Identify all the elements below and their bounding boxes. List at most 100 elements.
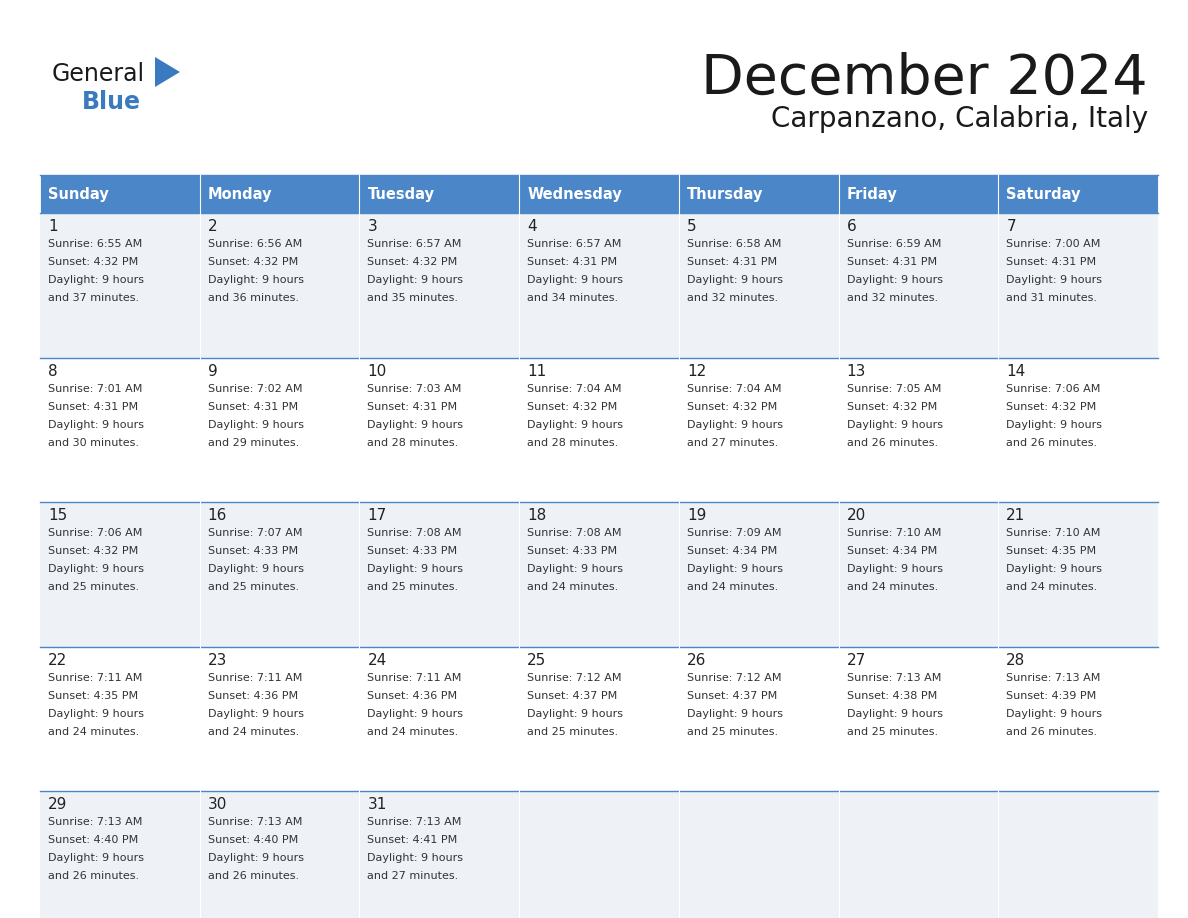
- Text: and 35 minutes.: and 35 minutes.: [367, 293, 459, 303]
- Text: 22: 22: [48, 653, 68, 667]
- Text: 28: 28: [1006, 653, 1025, 667]
- Text: Daylight: 9 hours: Daylight: 9 hours: [48, 565, 144, 574]
- Text: Sunrise: 7:06 AM: Sunrise: 7:06 AM: [48, 528, 143, 538]
- Text: Daylight: 9 hours: Daylight: 9 hours: [687, 565, 783, 574]
- Text: 29: 29: [48, 798, 68, 812]
- Text: Sunset: 4:41 PM: Sunset: 4:41 PM: [367, 835, 457, 845]
- Text: and 25 minutes.: and 25 minutes.: [367, 582, 459, 592]
- Text: Sunrise: 6:56 AM: Sunrise: 6:56 AM: [208, 239, 302, 249]
- Text: Sunset: 4:31 PM: Sunset: 4:31 PM: [367, 401, 457, 411]
- Text: Sunset: 4:31 PM: Sunset: 4:31 PM: [208, 401, 298, 411]
- Text: Daylight: 9 hours: Daylight: 9 hours: [527, 275, 624, 285]
- Text: and 24 minutes.: and 24 minutes.: [847, 582, 937, 592]
- Text: and 24 minutes.: and 24 minutes.: [687, 582, 778, 592]
- Text: 1: 1: [48, 219, 58, 234]
- Text: Sunrise: 7:04 AM: Sunrise: 7:04 AM: [687, 384, 782, 394]
- Text: Sunrise: 7:02 AM: Sunrise: 7:02 AM: [208, 384, 302, 394]
- Text: Daylight: 9 hours: Daylight: 9 hours: [687, 420, 783, 430]
- Text: and 24 minutes.: and 24 minutes.: [208, 727, 299, 737]
- Text: Sunrise: 7:11 AM: Sunrise: 7:11 AM: [48, 673, 143, 683]
- Text: 17: 17: [367, 509, 386, 523]
- Text: Carpanzano, Calabria, Italy: Carpanzano, Calabria, Italy: [771, 105, 1148, 133]
- Text: Daylight: 9 hours: Daylight: 9 hours: [687, 275, 783, 285]
- Text: Sunrise: 7:05 AM: Sunrise: 7:05 AM: [847, 384, 941, 394]
- Text: Sunrise: 7:09 AM: Sunrise: 7:09 AM: [687, 528, 782, 538]
- Text: Saturday: Saturday: [1006, 186, 1081, 201]
- Text: Daylight: 9 hours: Daylight: 9 hours: [527, 709, 624, 719]
- Text: Daylight: 9 hours: Daylight: 9 hours: [367, 709, 463, 719]
- Text: 13: 13: [847, 364, 866, 378]
- Text: Daylight: 9 hours: Daylight: 9 hours: [208, 565, 304, 574]
- Text: 31: 31: [367, 798, 387, 812]
- Text: Sunrise: 7:13 AM: Sunrise: 7:13 AM: [847, 673, 941, 683]
- Text: Sunset: 4:32 PM: Sunset: 4:32 PM: [367, 257, 457, 267]
- Text: and 30 minutes.: and 30 minutes.: [48, 438, 139, 448]
- Text: Daylight: 9 hours: Daylight: 9 hours: [847, 420, 942, 430]
- Bar: [678, 175, 839, 213]
- Text: Sunrise: 6:55 AM: Sunrise: 6:55 AM: [48, 239, 143, 249]
- Text: Daylight: 9 hours: Daylight: 9 hours: [367, 420, 463, 430]
- Text: Sunrise: 7:10 AM: Sunrise: 7:10 AM: [1006, 528, 1100, 538]
- Text: 26: 26: [687, 653, 706, 667]
- Bar: [200, 175, 360, 213]
- Text: Daylight: 9 hours: Daylight: 9 hours: [1006, 565, 1102, 574]
- Text: Sunrise: 6:59 AM: Sunrise: 6:59 AM: [847, 239, 941, 249]
- Bar: [40, 502, 1158, 647]
- Text: and 32 minutes.: and 32 minutes.: [687, 293, 778, 303]
- Text: Sunrise: 7:03 AM: Sunrise: 7:03 AM: [367, 384, 462, 394]
- Text: Sunset: 4:32 PM: Sunset: 4:32 PM: [208, 257, 298, 267]
- Text: 2: 2: [208, 219, 217, 234]
- Text: Tuesday: Tuesday: [367, 186, 435, 201]
- Text: Sunrise: 7:13 AM: Sunrise: 7:13 AM: [1006, 673, 1100, 683]
- Text: and 24 minutes.: and 24 minutes.: [527, 582, 619, 592]
- Text: Daylight: 9 hours: Daylight: 9 hours: [48, 275, 144, 285]
- Text: Sunrise: 7:10 AM: Sunrise: 7:10 AM: [847, 528, 941, 538]
- Text: Sunset: 4:32 PM: Sunset: 4:32 PM: [847, 401, 937, 411]
- Text: Daylight: 9 hours: Daylight: 9 hours: [48, 854, 144, 864]
- Text: Daylight: 9 hours: Daylight: 9 hours: [847, 709, 942, 719]
- Text: Sunset: 4:32 PM: Sunset: 4:32 PM: [1006, 401, 1097, 411]
- Text: 30: 30: [208, 798, 227, 812]
- Text: and 28 minutes.: and 28 minutes.: [367, 438, 459, 448]
- Text: Sunset: 4:31 PM: Sunset: 4:31 PM: [527, 257, 618, 267]
- Bar: [998, 175, 1158, 213]
- Text: Sunset: 4:31 PM: Sunset: 4:31 PM: [847, 257, 936, 267]
- Text: Sunset: 4:37 PM: Sunset: 4:37 PM: [527, 691, 618, 700]
- Text: Daylight: 9 hours: Daylight: 9 hours: [527, 420, 624, 430]
- Text: and 26 minutes.: and 26 minutes.: [847, 438, 937, 448]
- Text: Sunset: 4:38 PM: Sunset: 4:38 PM: [847, 691, 937, 700]
- Text: General: General: [52, 62, 145, 86]
- Text: 16: 16: [208, 509, 227, 523]
- Bar: [40, 175, 200, 213]
- Text: and 27 minutes.: and 27 minutes.: [367, 871, 459, 881]
- Text: Sunset: 4:36 PM: Sunset: 4:36 PM: [367, 691, 457, 700]
- Polygon shape: [154, 57, 181, 87]
- Text: Sunrise: 6:57 AM: Sunrise: 6:57 AM: [527, 239, 621, 249]
- Text: 10: 10: [367, 364, 386, 378]
- Text: Sunset: 4:32 PM: Sunset: 4:32 PM: [687, 401, 777, 411]
- Text: Daylight: 9 hours: Daylight: 9 hours: [48, 709, 144, 719]
- Text: Blue: Blue: [82, 90, 141, 114]
- Text: 7: 7: [1006, 219, 1016, 234]
- Text: Sunset: 4:34 PM: Sunset: 4:34 PM: [847, 546, 937, 556]
- Text: 18: 18: [527, 509, 546, 523]
- Text: 4: 4: [527, 219, 537, 234]
- Text: 19: 19: [687, 509, 706, 523]
- Text: Sunrise: 7:12 AM: Sunrise: 7:12 AM: [687, 673, 782, 683]
- Text: 11: 11: [527, 364, 546, 378]
- Text: Sunrise: 7:08 AM: Sunrise: 7:08 AM: [527, 528, 621, 538]
- Text: and 25 minutes.: and 25 minutes.: [527, 727, 618, 737]
- Text: 6: 6: [847, 219, 857, 234]
- Text: and 34 minutes.: and 34 minutes.: [527, 293, 618, 303]
- Text: Daylight: 9 hours: Daylight: 9 hours: [1006, 709, 1102, 719]
- Text: Daylight: 9 hours: Daylight: 9 hours: [847, 565, 942, 574]
- Text: and 24 minutes.: and 24 minutes.: [367, 727, 459, 737]
- Text: 20: 20: [847, 509, 866, 523]
- Text: 21: 21: [1006, 509, 1025, 523]
- Text: 25: 25: [527, 653, 546, 667]
- Text: Sunrise: 7:11 AM: Sunrise: 7:11 AM: [208, 673, 302, 683]
- Text: Sunrise: 7:13 AM: Sunrise: 7:13 AM: [208, 817, 302, 827]
- Text: Sunrise: 7:13 AM: Sunrise: 7:13 AM: [367, 817, 462, 827]
- Bar: [839, 175, 998, 213]
- Text: and 27 minutes.: and 27 minutes.: [687, 438, 778, 448]
